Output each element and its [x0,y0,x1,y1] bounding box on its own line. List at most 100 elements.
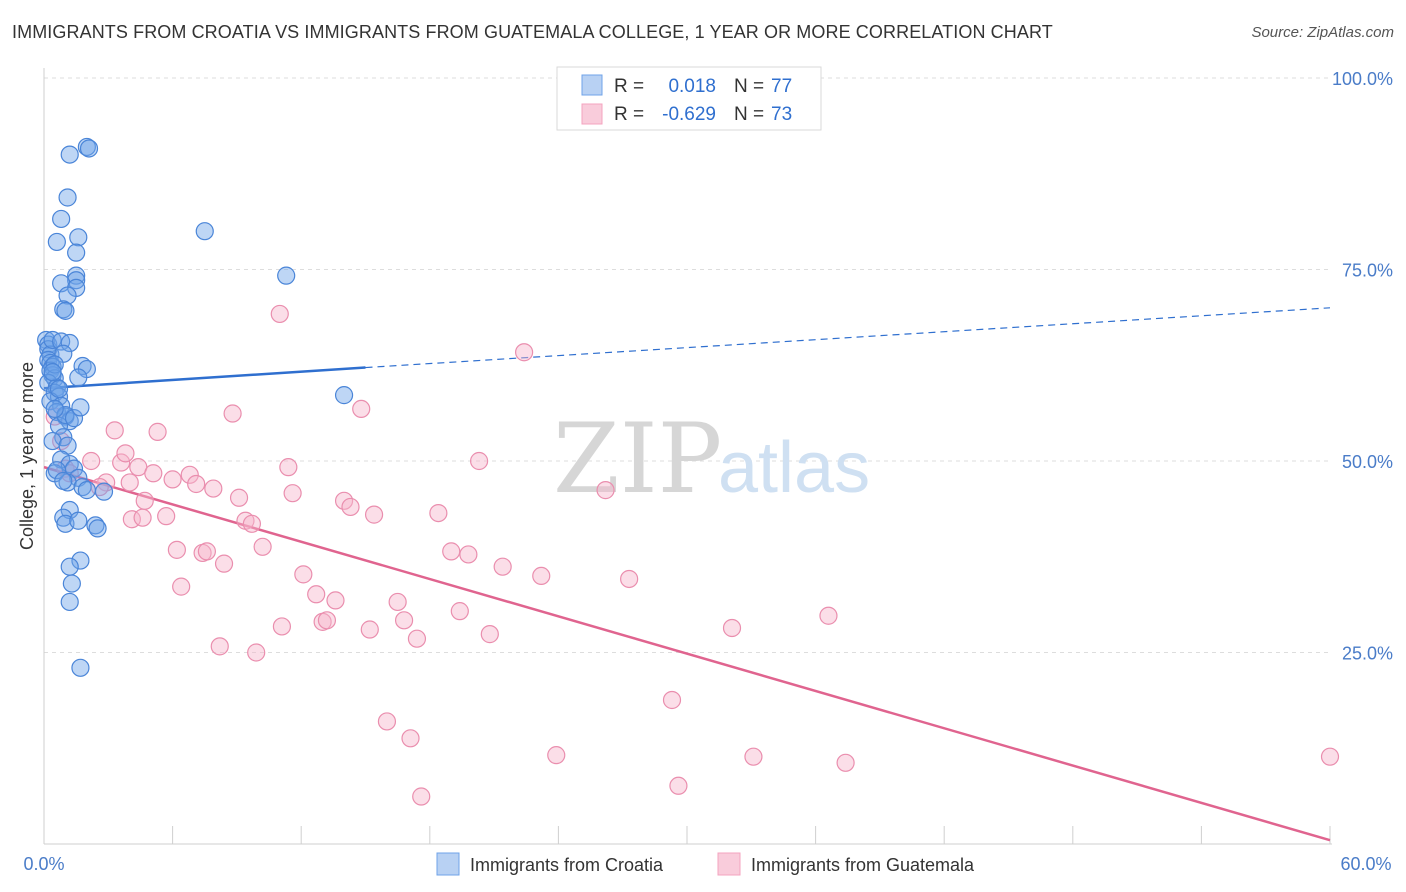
series-legend-label-croatia: Immigrants from Croatia [470,855,664,875]
guatemala-point [401,729,420,748]
correlation-legend: R = 0.018 N = 77 R = -0.629 N = 73 [556,66,822,131]
guatemala-point [388,592,407,612]
guatemala-point [242,514,262,533]
guatemala-point [620,569,639,589]
croatia-point [195,222,214,241]
guatemala-point [163,470,182,489]
guatemala-point [270,304,289,324]
guatemala-point [352,399,371,419]
croatia-point [60,592,79,612]
guatemala-point [112,453,131,472]
guatemala-point [294,565,313,584]
croatia-point [54,428,73,447]
series-legend-label-guatemala: Immigrants from Guatemala [751,855,975,875]
guatemala-points [45,304,1340,806]
croatia-point [67,243,86,262]
legend-swatch-guatemala [581,103,603,125]
croatia-point [45,399,64,419]
guatemala-point [204,479,223,498]
guatemala-point [377,712,397,731]
legend-n-value-croatia: 77 [771,76,792,97]
y-tick-label: 100.0% [1332,69,1393,89]
y-tick-label: 25.0% [1342,644,1393,664]
legend-r-value-croatia: 0.018 [668,76,716,97]
guatemala-point [210,637,229,656]
guatemala-point [82,451,101,471]
guatemala-point [596,481,615,500]
guatemala-point [253,537,272,556]
x-tick-label-max: 60.0% [1340,854,1391,874]
guatemala-point [167,540,186,559]
croatia-point [77,481,96,500]
guatemala-point [480,625,499,644]
croatia-point [60,557,79,576]
guatemala-point [532,566,551,586]
series-legend-swatch-guatemala [717,852,741,876]
legend-n-value-guatemala: 73 [771,104,792,125]
croatia-point [334,386,354,405]
y-tick-labels: 25.0% 50.0% 75.0% 100.0% [1332,69,1393,664]
croatia-point [58,188,77,207]
croatia-point [60,145,79,164]
legend-r-value-guatemala: -0.629 [662,104,716,125]
croatia-point [67,271,86,290]
guatemala-point [214,554,234,573]
croatia-point [88,519,107,538]
guatemala-point [133,508,152,527]
y-axis-label: College, 1 year or more [17,362,37,550]
croatia-point [71,658,90,677]
croatia-trend-line [43,366,366,390]
croatia-point [49,379,69,399]
watermark-zip: ZIP [553,403,722,515]
guatemala-point [197,542,216,561]
legend-n-label-guatemala: N = [734,104,764,125]
croatia-point [94,482,114,501]
guatemala-point [326,591,345,610]
guatemala-point [669,776,688,795]
axes [43,68,1332,845]
croatia-point [62,574,81,593]
croatia-point [39,373,58,392]
guatemala-point [442,542,461,561]
y-tick-label: 75.0% [1342,261,1393,281]
series-legend-swatch-croatia [436,852,460,876]
croatia-point [64,409,84,428]
guatemala-point [105,421,124,440]
guatemala-point [450,602,469,621]
legend-r-label-croatia: R = [614,76,644,97]
croatia-point [56,301,75,320]
guatemala-point [283,484,302,503]
croatia-point [69,511,88,530]
x-tick-label-min: 0.0% [23,854,64,874]
guatemala-point [144,464,163,483]
croatia-trend [43,307,1331,390]
guatemala-point [157,507,176,526]
croatia-point [277,266,296,285]
croatia-point [47,232,66,252]
guatemala-point [272,617,292,636]
croatia-trend-extension [365,307,1331,369]
croatia-point [60,333,79,353]
gridlines [44,77,1330,653]
croatia-points [37,137,354,677]
y-tick-label: 50.0% [1342,452,1393,472]
guatemala-point [412,787,431,806]
croatia-point [43,363,62,382]
chart-source: Source: ZipAtlas.com [1251,24,1394,41]
guatemala-point [459,545,478,564]
croatia-point [69,368,88,387]
croatia-point [52,209,71,229]
guatemala-point [135,491,154,510]
croatia-point [79,139,99,158]
guatemala-point [180,465,199,484]
guatemala-point [469,451,489,471]
croatia-point [86,516,105,535]
guatemala-point [148,422,167,441]
guatemala-point [515,343,534,362]
guatemala-point [429,503,448,523]
x-axis-ticks [172,826,1331,844]
guatemala-point [187,474,206,494]
guatemala-point [722,618,742,638]
guatemala-point [547,746,566,765]
